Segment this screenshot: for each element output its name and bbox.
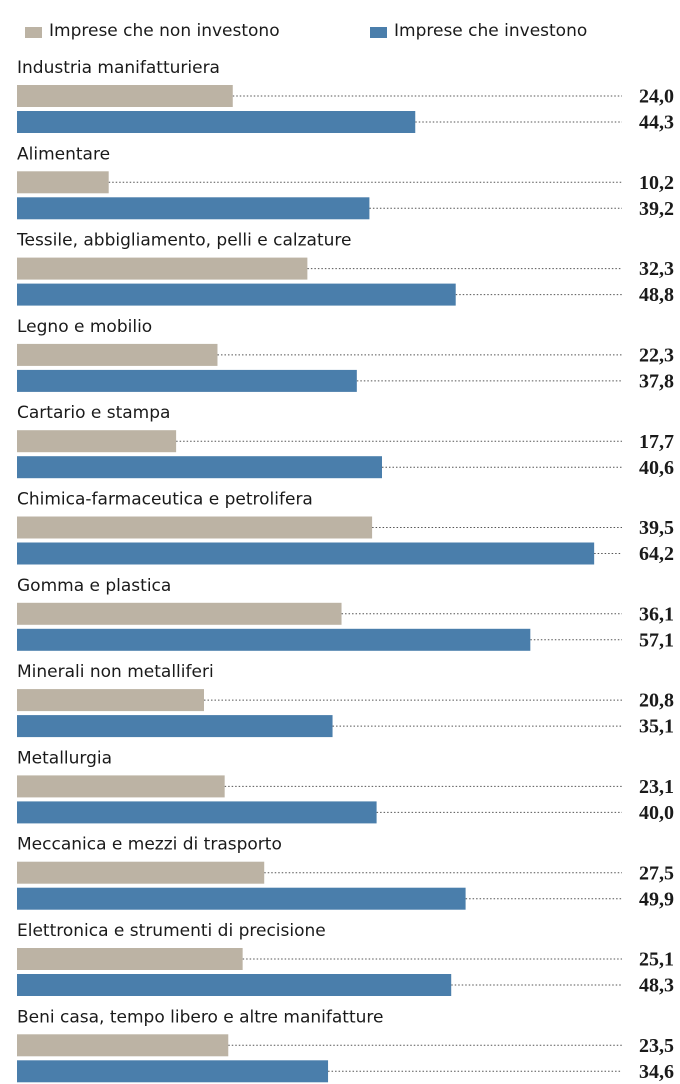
bar xyxy=(17,111,416,133)
category-label: Alimentare xyxy=(17,144,110,164)
value-label: 23,1 xyxy=(639,776,674,798)
category-label: Cartario e stampa xyxy=(17,403,170,423)
legend-swatch xyxy=(25,27,42,38)
category-label: Chimica-farmaceutica e petrolifera xyxy=(17,490,313,510)
value-label: 49,9 xyxy=(639,888,674,910)
value-label: 27,5 xyxy=(639,862,674,884)
category-label: Tessile, abbigliamento, pelli e calzatur… xyxy=(16,231,351,251)
value-label: 17,7 xyxy=(639,431,674,453)
bar xyxy=(17,283,456,306)
value-label: 10,2 xyxy=(639,172,674,194)
value-label: 40,0 xyxy=(639,802,674,824)
bar xyxy=(17,602,342,625)
bar xyxy=(17,948,243,970)
bar xyxy=(17,1060,329,1083)
value-label: 20,8 xyxy=(639,690,674,712)
bar xyxy=(17,85,233,107)
value-label: 57,1 xyxy=(639,629,674,651)
value-label: 48,3 xyxy=(639,975,674,997)
bar xyxy=(17,974,452,996)
category-label: Metallurgia xyxy=(17,748,112,768)
bar xyxy=(17,430,177,453)
legend-swatch xyxy=(370,27,387,38)
bar xyxy=(17,628,531,651)
value-label: 39,2 xyxy=(639,198,674,220)
value-label: 64,2 xyxy=(639,543,674,565)
bar xyxy=(17,861,265,884)
bar xyxy=(17,801,377,824)
value-label: 22,3 xyxy=(639,344,674,366)
value-label: 25,1 xyxy=(639,949,674,971)
category-label: Legno e mobilio xyxy=(17,317,152,337)
bar xyxy=(17,369,357,392)
bar xyxy=(17,715,333,738)
value-label: 34,6 xyxy=(639,1061,674,1083)
category-label: Meccanica e mezzi di trasporto xyxy=(17,835,282,855)
bar xyxy=(17,257,308,280)
value-label: 44,3 xyxy=(639,112,674,134)
bar xyxy=(17,343,218,366)
value-label: 48,8 xyxy=(639,284,674,306)
bar xyxy=(17,456,382,479)
legend-label: Imprese che investono xyxy=(394,21,587,41)
bar xyxy=(17,542,595,565)
value-label: 23,5 xyxy=(639,1035,674,1057)
bar xyxy=(17,197,370,220)
bar xyxy=(17,171,109,194)
bar xyxy=(17,775,225,798)
value-label: 35,1 xyxy=(639,716,674,738)
value-label: 24,0 xyxy=(639,86,674,108)
value-label: 32,3 xyxy=(639,258,674,280)
bar xyxy=(17,689,204,712)
value-label: 40,6 xyxy=(639,457,674,479)
bar xyxy=(17,1034,229,1057)
legend-label: Imprese che non investono xyxy=(49,21,280,41)
category-label: Minerali non metalliferi xyxy=(17,662,214,682)
bar xyxy=(17,516,373,539)
value-label: 37,8 xyxy=(639,370,674,392)
category-label: Gomma e plastica xyxy=(17,576,171,596)
category-label: Elettronica e strumenti di precisione xyxy=(17,921,326,941)
value-label: 36,1 xyxy=(639,603,674,625)
category-label: Industria manifatturiera xyxy=(17,58,220,78)
bar xyxy=(17,887,466,910)
category-label: Beni casa, tempo libero e altre manifatt… xyxy=(17,1007,383,1027)
value-label: 39,5 xyxy=(639,517,674,539)
